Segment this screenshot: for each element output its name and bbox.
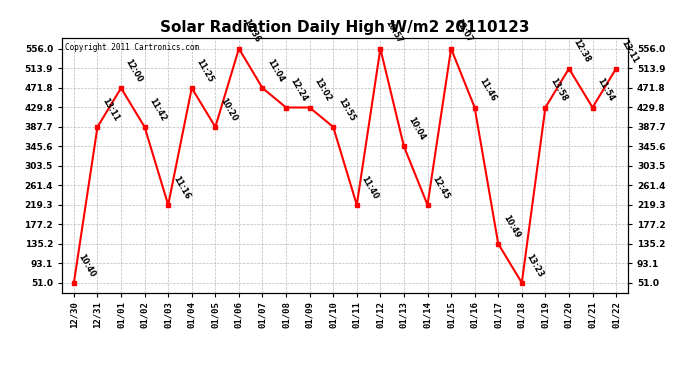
- Text: 11:40: 11:40: [359, 174, 380, 201]
- Text: 12:45: 12:45: [431, 174, 451, 201]
- Text: 13:02: 13:02: [313, 77, 333, 104]
- Text: 11:25: 11:25: [195, 57, 215, 84]
- Text: Copyright 2011 Cartronics.com: Copyright 2011 Cartronics.com: [65, 43, 199, 52]
- Text: 11:04: 11:04: [266, 57, 286, 84]
- Text: 10:40: 10:40: [77, 252, 97, 279]
- Text: 11:42: 11:42: [148, 96, 168, 123]
- Text: 12:36: 12:36: [241, 18, 262, 45]
- Text: 11:46: 11:46: [477, 77, 498, 104]
- Text: 12:38: 12:38: [572, 38, 592, 64]
- Title: Solar Radiation Daily High W/m2 20110123: Solar Radiation Daily High W/m2 20110123: [160, 20, 530, 35]
- Text: 10:57: 10:57: [383, 18, 404, 45]
- Text: 12:24: 12:24: [289, 77, 309, 104]
- Text: 13:11: 13:11: [100, 96, 121, 123]
- Text: 11:16: 11:16: [171, 174, 191, 201]
- Text: 12:07: 12:07: [454, 18, 475, 45]
- Text: 10:20: 10:20: [218, 96, 239, 123]
- Text: 13:55: 13:55: [336, 96, 357, 123]
- Text: 13:23: 13:23: [524, 252, 545, 279]
- Text: 10:49: 10:49: [501, 213, 522, 240]
- Text: 12:00: 12:00: [124, 57, 144, 84]
- Text: 11:54: 11:54: [595, 77, 615, 104]
- Text: 13:58: 13:58: [549, 77, 569, 104]
- Text: 13:11: 13:11: [619, 38, 640, 64]
- Text: 10:04: 10:04: [407, 116, 427, 142]
